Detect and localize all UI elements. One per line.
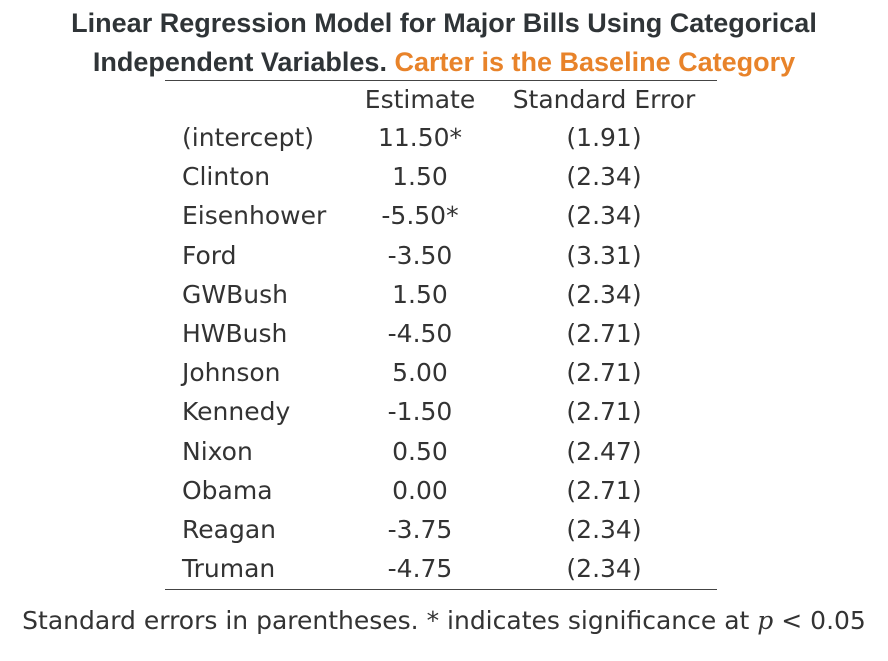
row-label: Obama <box>182 476 273 505</box>
row-label: Reagan <box>182 515 276 544</box>
header-standard-error: Standard Error <box>512 85 696 114</box>
row-label: Johnson <box>182 358 281 387</box>
row-standard-error: (2.34) <box>566 201 642 230</box>
footnote-text: Standard errors in parentheses. * indica… <box>22 606 750 635</box>
footnote-threshold: < 0.05 <box>781 606 866 635</box>
row-standard-error: (2.71) <box>566 358 642 387</box>
footnote: Standard errors in parentheses. * indica… <box>0 602 888 640</box>
title-line-2-main: Independent Variables. <box>92 47 387 77</box>
top-rule <box>165 80 717 81</box>
row-label: (intercept) <box>182 123 315 152</box>
row-standard-error: (2.34) <box>566 162 642 191</box>
row-label: HWBush <box>182 319 288 348</box>
row-estimate: 1.50 <box>392 162 448 191</box>
row-estimate: -4.50 <box>387 319 453 348</box>
title-accent: Carter is the Baseline Category <box>394 47 796 77</box>
row-standard-error: (1.91) <box>566 123 642 152</box>
row-label: Ford <box>182 241 237 270</box>
row-estimate: 5.00 <box>392 358 448 387</box>
bottom-rule <box>165 589 717 590</box>
row-standard-error: (2.71) <box>566 319 642 348</box>
footnote-p-variable: p <box>757 606 774 635</box>
row-standard-error: (2.34) <box>566 280 642 309</box>
table-title: Linear Regression Model for Major Bills … <box>0 4 888 82</box>
row-estimate: -4.75 <box>387 554 453 583</box>
row-standard-error: (2.34) <box>566 515 642 544</box>
row-standard-error: (2.47) <box>566 437 642 466</box>
row-standard-error: (2.34) <box>566 554 642 583</box>
row-estimate: -5.50* <box>381 201 459 230</box>
row-label: Clinton <box>182 162 271 191</box>
title-line-2: Independent Variables. Carter is the Bas… <box>0 43 888 82</box>
row-estimate: 1.50 <box>392 280 448 309</box>
row-label: Eisenhower <box>182 201 327 230</box>
row-standard-error: (2.71) <box>566 476 642 505</box>
header-estimate: Estimate <box>364 85 476 114</box>
row-estimate: 0.00 <box>392 476 448 505</box>
row-label: Kennedy <box>182 397 291 426</box>
row-estimate: -3.50 <box>387 241 453 270</box>
row-label: Nixon <box>182 437 253 466</box>
row-estimate: -1.50 <box>387 397 453 426</box>
row-label: Truman <box>182 554 276 583</box>
title-line-1: Linear Regression Model for Major Bills … <box>71 8 817 38</box>
row-estimate: 11.50* <box>377 123 463 152</box>
row-estimate: -3.75 <box>387 515 453 544</box>
row-standard-error: (3.31) <box>566 241 642 270</box>
row-label: GWBush <box>182 280 288 309</box>
row-standard-error: (2.71) <box>566 397 642 426</box>
row-estimate: 0.50 <box>392 437 448 466</box>
